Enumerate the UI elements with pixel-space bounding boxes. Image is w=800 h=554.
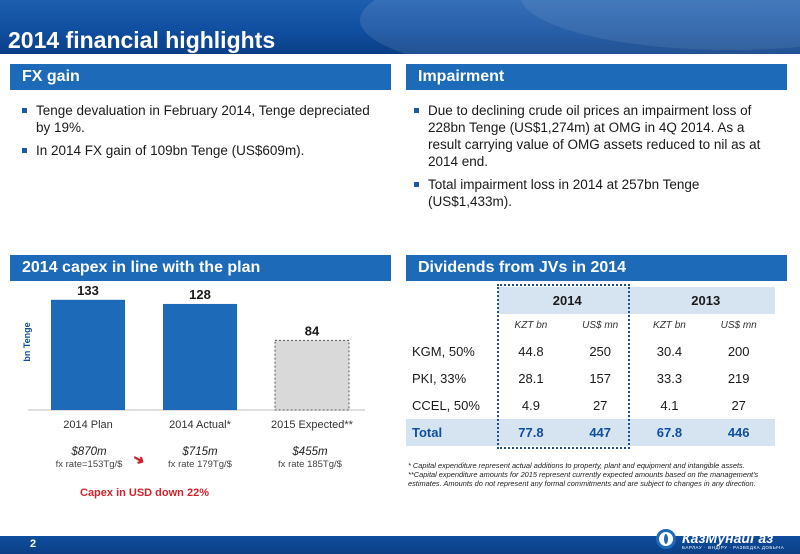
bullet-item: Total impairment loss in 2014 at 257bn T…: [414, 176, 774, 210]
unit-label: US$ mn: [582, 320, 619, 332]
row-label: PKI, 33%: [406, 364, 498, 392]
fx-rate: fx rate 185Tg/$: [278, 459, 342, 470]
table-cell: 67.8: [636, 419, 703, 446]
x-tick-label: 2015 Expected**: [271, 419, 354, 431]
table-cell: 44.8: [498, 337, 564, 365]
table-cell: 447: [563, 419, 637, 446]
fx-rate: fx rate=153Tg/$: [55, 459, 123, 470]
y-axis-title: bn Tenge: [22, 322, 32, 361]
empty-corner: [406, 287, 498, 314]
decorative-swoosh: [360, 0, 800, 54]
unit-label: KZT bn: [514, 320, 548, 332]
table-cell: 27: [702, 391, 775, 419]
usd-note-plan: $870m fx rate=153Tg/$: [44, 446, 134, 470]
table-cell: 28.1: [498, 364, 564, 392]
total-row: Total 77.8 447 67.8 446: [406, 419, 775, 446]
dividends-table: 2014 2013 KZT bn US$ mn KZT bn US$ mn KG…: [406, 287, 775, 446]
impairment-bullets: Due to declining crude oil prices an imp…: [414, 102, 774, 216]
usd-amount: $715m: [182, 446, 218, 458]
logo-name: КазМунайГаз: [682, 530, 774, 546]
dividends-header: Dividends from JVs in 2014: [406, 255, 787, 281]
year-header: 2013: [636, 287, 775, 314]
table-cell: 30.4: [636, 337, 703, 365]
row-label: Total: [406, 419, 498, 446]
capex-header: 2014 capex in line with the plan: [10, 255, 391, 281]
footer-band: [0, 536, 800, 554]
unit-row: KZT bn US$ mn KZT bn US$ mn: [406, 314, 775, 338]
table-cell: 33.3: [636, 364, 703, 392]
page-number: 2: [30, 538, 37, 550]
table-cell: 77.8: [498, 419, 564, 446]
usd-note-actual: $715m fx rate 179Tg/$: [155, 446, 245, 470]
table-cell: 200: [702, 337, 775, 365]
usd-note-expected: $455m fx rate 185Tg/$: [265, 446, 355, 470]
row-label: CCEL, 50%: [406, 391, 498, 419]
table-cell: 4.9: [498, 391, 564, 419]
year-header: 2014: [498, 287, 637, 314]
bullet-item: In 2014 FX gain of 109bn Tenge (US$609m)…: [22, 142, 382, 159]
company-logo: КазМунайГаз БАРЛАУ · ӨНДІРУ · РАЗВЕДКА Д…: [648, 525, 798, 554]
x-tick-label: 2014 Plan: [63, 419, 113, 431]
bar: [163, 303, 237, 410]
table-cell: 4.1: [636, 391, 703, 419]
footnote: * Capital expenditure represent actual a…: [408, 461, 793, 488]
unit-label: KZT bn: [653, 320, 686, 332]
flame-logo-icon: [656, 529, 676, 549]
x-tick-label: 2014 Actual*: [169, 419, 231, 431]
data-label: 128: [189, 287, 211, 302]
usd-amount: $870m: [71, 446, 107, 458]
bars-group: 133 2014 Plan 128 2014 Actual* 84 2015 Expect…: [51, 283, 354, 431]
title-band: [0, 0, 800, 54]
unit-label: US$ mn: [720, 320, 757, 332]
table-cell: 27: [563, 391, 637, 419]
year-header-row: 2014 2013: [406, 287, 775, 314]
fx-gain-header: FX gain: [10, 64, 391, 90]
data-label: 133: [77, 283, 99, 298]
footnote-line: * Capital expenditure represent actual a…: [408, 461, 745, 470]
bullet-item: Tenge devaluation in February 2014, Teng…: [22, 102, 382, 136]
table-cell: 250: [563, 337, 637, 365]
capex-summary: Capex in USD down 22%: [80, 487, 209, 499]
table-cell: 219: [702, 364, 775, 392]
bar: [274, 339, 350, 411]
impairment-header: Impairment: [406, 64, 787, 90]
usd-amount: $455m: [292, 446, 328, 458]
data-label: 84: [305, 323, 320, 338]
fx-gain-bullets: Tenge devaluation in February 2014, Teng…: [22, 102, 382, 165]
bullet-item: Due to declining crude oil prices an imp…: [414, 102, 774, 170]
table-row: PKI, 33% 28.1 157 33.3 219: [406, 364, 775, 392]
fx-rate: fx rate 179Tg/$: [168, 459, 232, 470]
footnote-line: **Capital expenditure amounts for 2015 r…: [408, 470, 759, 488]
empty-cell: [406, 314, 498, 338]
capex-bar-chart: bn Tenge 133 2014 Plan 128 2014 Actual* 84 20…: [22, 283, 365, 431]
table-cell: 157: [563, 364, 637, 392]
table-row: KGM, 50% 44.8 250 30.4 200: [406, 337, 775, 365]
table-row: CCEL, 50% 4.9 27 4.1 27: [406, 391, 775, 419]
logo-tagline: БАРЛАУ · ӨНДІРУ · РАЗВЕДКА ДОБЫЧА: [682, 545, 785, 550]
table-cell: 446: [702, 419, 775, 446]
bar: [51, 299, 125, 410]
page-title: 2014 financial highlights: [8, 27, 276, 53]
row-label: KGM, 50%: [406, 337, 498, 365]
